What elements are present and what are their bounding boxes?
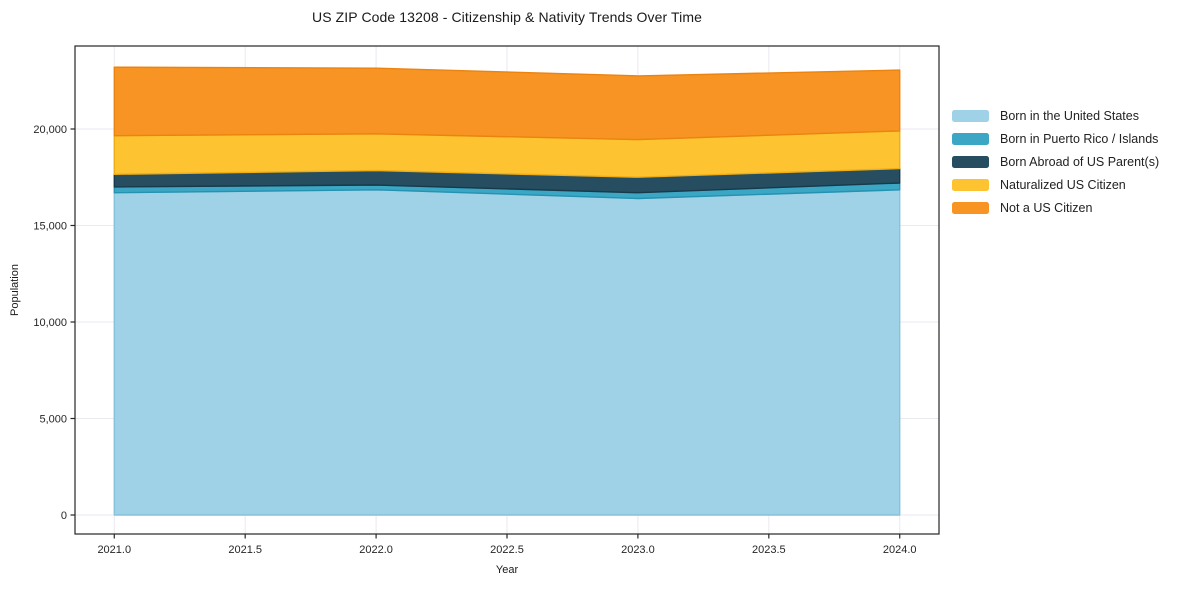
y-tick-label: 20,000 (33, 124, 67, 136)
legend-swatch (952, 109, 989, 122)
area-not-a-us-citizen (113, 66, 901, 141)
x-tick-label: 2023.0 (621, 544, 655, 556)
legend-item-born-abroad-of-us-parent-s: Born Abroad of US Parent(s) (952, 150, 1159, 173)
chart-title: US ZIP Code 13208 - Citizenship & Nativi… (311, 9, 703, 25)
legend-label: Naturalized US Citizen (1000, 177, 1126, 192)
legend-swatch (952, 132, 989, 145)
area-naturalized-us-citizen (113, 130, 901, 178)
y-tick-label: 5,000 (39, 414, 67, 426)
legend-item-naturalized-us-citizen: Naturalized US Citizen (952, 173, 1159, 196)
x-tick-label: 2021.5 (228, 544, 262, 556)
legend-item-born-in-puerto-rico-islands: Born in Puerto Rico / Islands (952, 127, 1159, 150)
x-tick-label: 2022.0 (359, 544, 393, 556)
legend-swatch (952, 178, 989, 191)
y-tick-label: 10,000 (33, 317, 67, 329)
x-tick-label: 2022.5 (490, 544, 524, 556)
legend-label: Born in Puerto Rico / Islands (1000, 131, 1159, 146)
legend-swatch (952, 155, 989, 168)
legend-item-not-a-us-citizen: Not a US Citizen (952, 196, 1159, 219)
legend-swatch (952, 201, 989, 214)
legend-label: Not a US Citizen (1000, 200, 1093, 215)
y-tick-label: 0 (61, 510, 67, 522)
legend: Born in the United States Born in Puerto … (952, 104, 1159, 219)
legend-item-born-in-the-united-states: Born in the United States (952, 104, 1159, 127)
x-tick-label: 2021.0 (97, 544, 131, 556)
legend-label: Born Abroad of US Parent(s) (1000, 154, 1160, 169)
area-born-in-the-united-states (113, 189, 901, 516)
y-axis-label: Population (9, 264, 21, 316)
legend-label: Born in the United States (1000, 108, 1139, 123)
y-tick-label: 15,000 (33, 220, 67, 232)
x-tick-label: 2024.0 (883, 544, 917, 556)
x-tick-label: 2023.5 (752, 544, 786, 556)
x-axis-label: Year (495, 564, 519, 576)
